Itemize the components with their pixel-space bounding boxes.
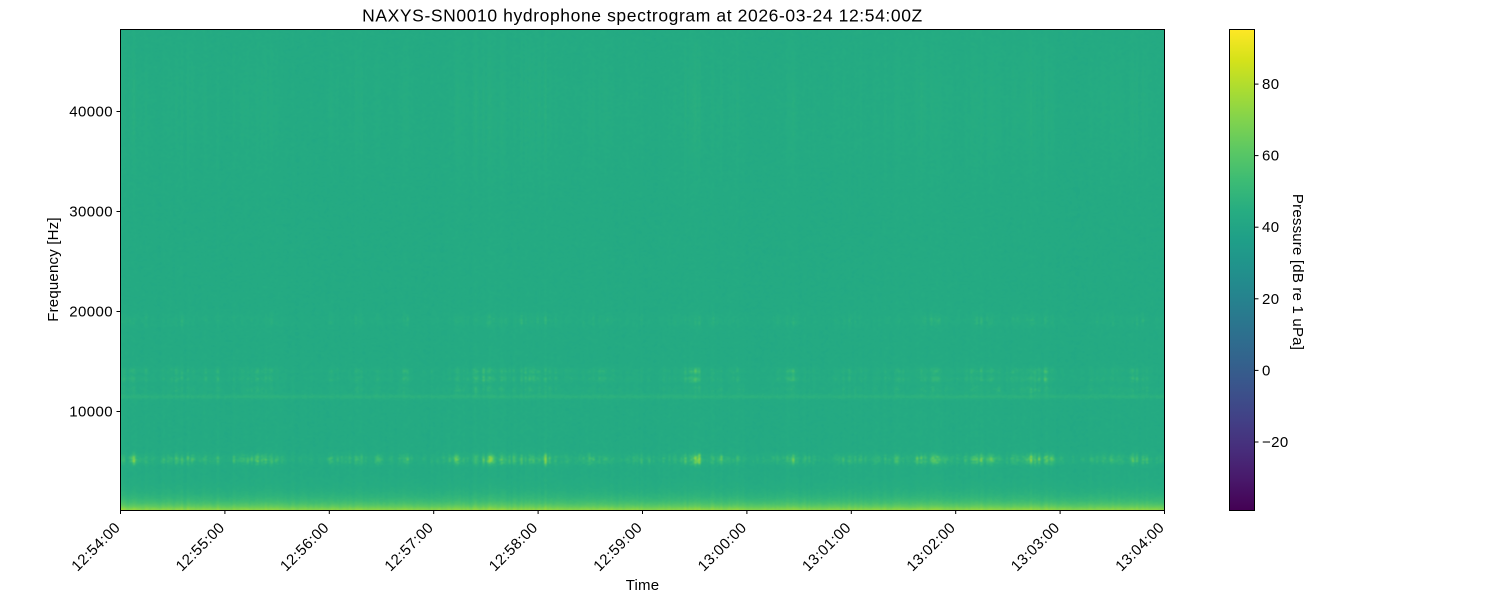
svg-text:10000: 10000 bbox=[69, 404, 113, 421]
svg-text:13:01:00: 13:01:00 bbox=[799, 519, 855, 575]
svg-text:Pressure [dB re 1 uPa]: Pressure [dB re 1 uPa] bbox=[1289, 194, 1306, 350]
svg-text:12:55:00: 12:55:00 bbox=[173, 519, 229, 575]
svg-text:40000: 40000 bbox=[69, 104, 113, 121]
svg-text:13:04:00: 13:04:00 bbox=[1112, 519, 1168, 575]
svg-text:0: 0 bbox=[1262, 362, 1271, 379]
svg-text:20000: 20000 bbox=[69, 304, 113, 321]
svg-text:20: 20 bbox=[1262, 291, 1280, 308]
svg-text:Time: Time bbox=[626, 577, 660, 594]
svg-text:13:02:00: 13:02:00 bbox=[903, 519, 959, 575]
svg-text:12:58:00: 12:58:00 bbox=[486, 519, 542, 575]
svg-text:NAXYS-SN0010 hydrophone spectr: NAXYS-SN0010 hydrophone spectrogram at 2… bbox=[362, 6, 923, 26]
svg-text:13:00:00: 13:00:00 bbox=[695, 519, 751, 575]
svg-text:80: 80 bbox=[1262, 76, 1280, 93]
svg-text:Frequency [Hz]: Frequency [Hz] bbox=[45, 217, 62, 322]
svg-text:13:03:00: 13:03:00 bbox=[1008, 519, 1064, 575]
svg-text:12:59:00: 12:59:00 bbox=[590, 519, 646, 575]
svg-text:40: 40 bbox=[1262, 219, 1280, 236]
svg-text:12:54:00: 12:54:00 bbox=[68, 519, 124, 575]
svg-text:−20: −20 bbox=[1262, 434, 1289, 451]
svg-text:12:56:00: 12:56:00 bbox=[277, 519, 333, 575]
svg-text:30000: 30000 bbox=[69, 204, 113, 221]
svg-text:60: 60 bbox=[1262, 148, 1280, 165]
svg-text:12:57:00: 12:57:00 bbox=[381, 519, 437, 575]
